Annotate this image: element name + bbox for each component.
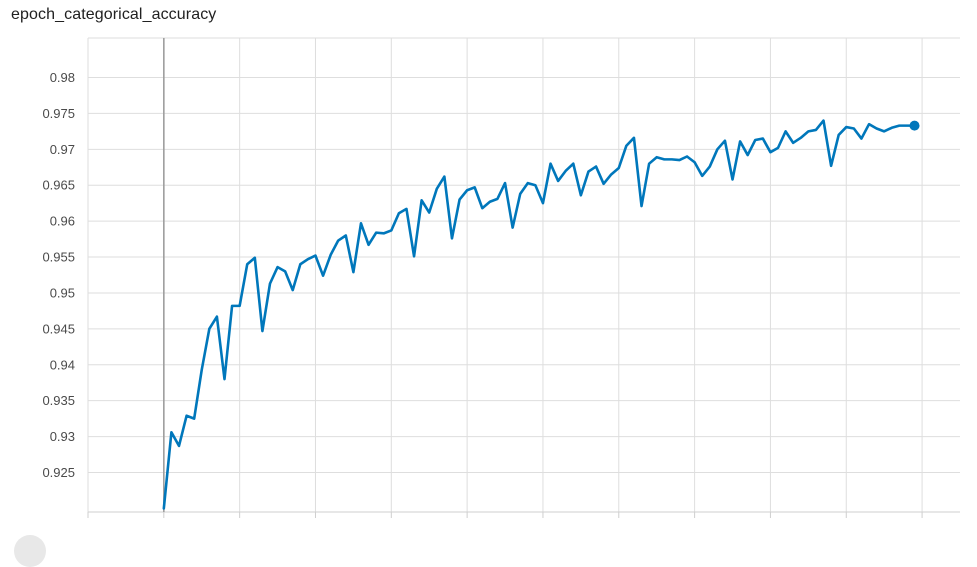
- chart-control-button[interactable]: [14, 535, 46, 567]
- y-tick-label: 0.94: [50, 357, 75, 372]
- chart-title: epoch_categorical_accuracy: [11, 6, 217, 23]
- y-tick-label: 0.97: [50, 142, 75, 157]
- vertical-gridlines: [87, 38, 923, 512]
- y-tick-label: 0.98: [50, 70, 75, 85]
- chart-area[interactable]: 0.925 0.93 0.935 0.94 0.945 0.95 0.955 0.96 0.96…: [0, 0, 977, 542]
- series-line-epoch-categorical-accuracy: [162, 119, 916, 510]
- y-tick-label: 0.925: [42, 465, 75, 480]
- y-tick-label: 0.965: [42, 178, 75, 193]
- y-tick-label: 0.95: [50, 285, 75, 300]
- y-tick-label: 0.935: [42, 393, 75, 408]
- x-axis-ticks: [87, 512, 923, 518]
- series-points: [909, 120, 920, 131]
- y-tick-label: 0.96: [50, 214, 75, 229]
- horizontal-gridlines: [88, 37, 960, 473]
- y-tick-label: 0.93: [50, 429, 75, 444]
- y-axis-tick-labels: 0.925 0.93 0.935 0.94 0.945 0.95 0.955 0.96 0.96…: [42, 70, 75, 480]
- y-tick-label: 0.945: [42, 321, 75, 336]
- y-tick-label: 0.975: [42, 106, 75, 121]
- last-point-marker[interactable]: [909, 120, 920, 131]
- y-tick-label: 0.955: [42, 250, 75, 265]
